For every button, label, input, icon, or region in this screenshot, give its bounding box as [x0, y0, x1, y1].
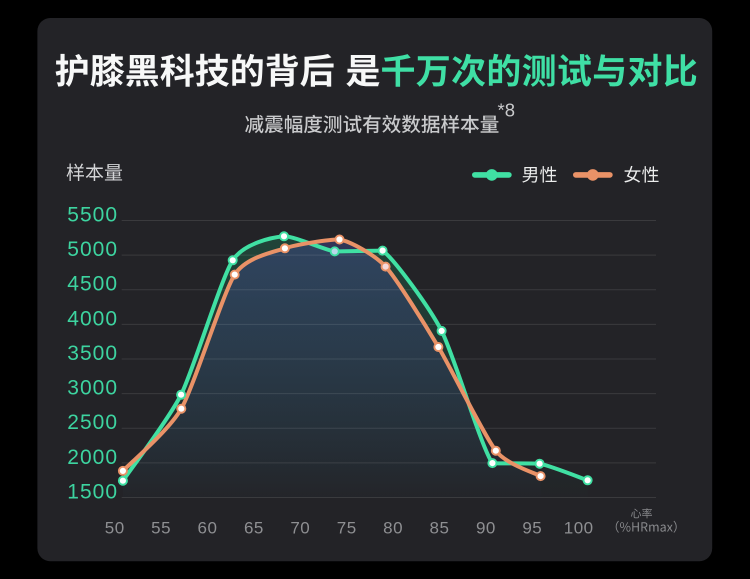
svg-text:2000: 2000 [67, 446, 118, 469]
svg-text:65: 65 [244, 519, 264, 538]
svg-text:75: 75 [337, 519, 357, 538]
svg-text:90: 90 [476, 519, 496, 538]
svg-text:1500: 1500 [67, 480, 118, 503]
svg-text:3500: 3500 [67, 342, 118, 365]
svg-text:*8: *8 [498, 100, 516, 121]
svg-text:4500: 4500 [67, 273, 118, 296]
svg-text:55: 55 [151, 519, 171, 538]
svg-text:5000: 5000 [67, 238, 118, 261]
svg-text:100: 100 [564, 519, 594, 538]
svg-text:95: 95 [522, 519, 542, 538]
svg-text:4000: 4000 [67, 307, 118, 330]
svg-text:80: 80 [383, 519, 403, 538]
svg-text:60: 60 [198, 519, 218, 538]
svg-text:2500: 2500 [67, 411, 118, 434]
svg-text:85: 85 [430, 519, 450, 538]
svg-text:70: 70 [290, 519, 310, 538]
svg-text:50: 50 [105, 519, 125, 538]
svg-text:5500: 5500 [67, 203, 118, 226]
svg-text:3000: 3000 [67, 377, 118, 400]
